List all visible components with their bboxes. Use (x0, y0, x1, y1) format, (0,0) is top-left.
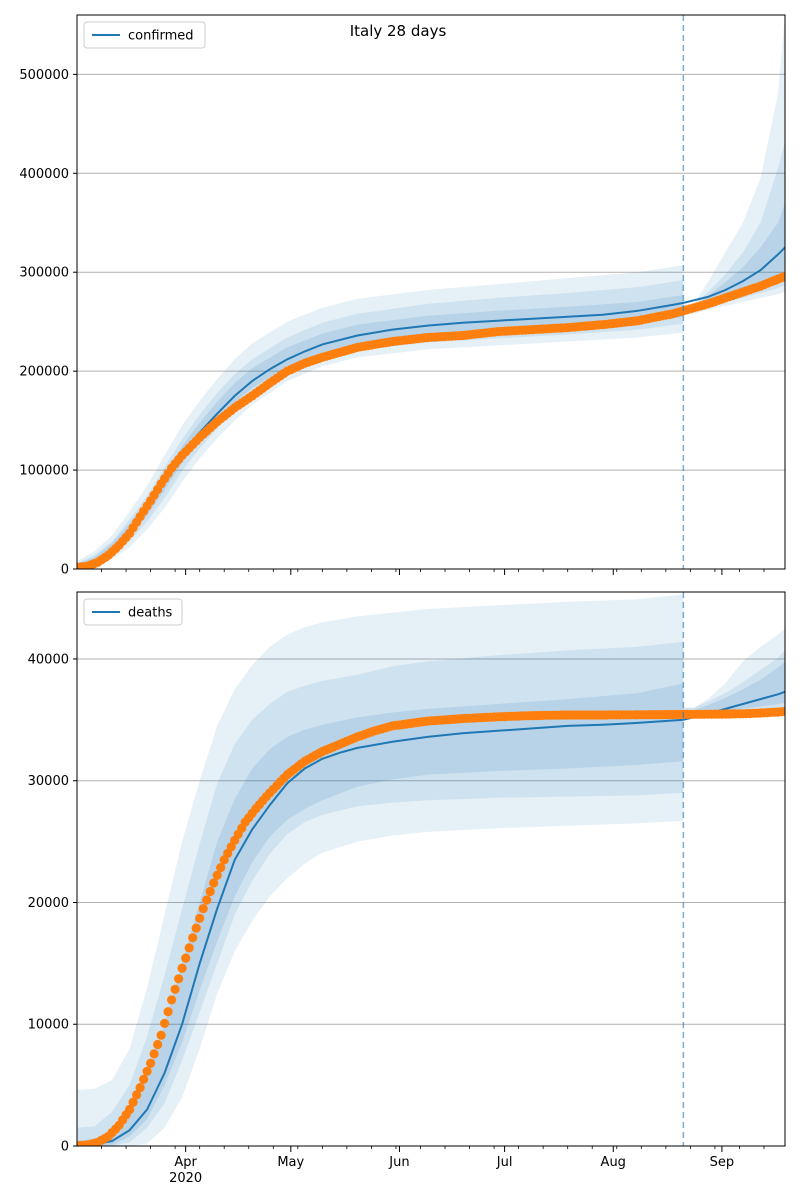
observed-series (77, 706, 785, 1146)
figure-title: Italy 28 days (350, 22, 447, 40)
confidence-band-middle (683, 141, 785, 311)
observed-point (125, 1104, 135, 1115)
x-tick-label: Apr (174, 1155, 197, 1170)
y-tick-label: 10000 (28, 1018, 69, 1033)
y-tick-label: 0 (61, 563, 69, 578)
confidence-band-outer (683, 628, 785, 718)
observed-point (142, 1066, 152, 1076)
observed-point (212, 870, 222, 880)
legend-box (83, 598, 183, 626)
y-tick-label: 400000 (19, 167, 69, 182)
observed-point (181, 953, 191, 963)
confidence-band-middle (77, 280, 684, 568)
y-tick-label: 100000 (19, 464, 69, 479)
x-tick-label: Sep (710, 1155, 735, 1170)
axes-frame (76, 591, 786, 1147)
confirmed-panel: 0 100000 200000 300000 400000 500000 confirmed (19, 14, 786, 578)
confidence-band-outer (77, 265, 684, 569)
y-tick-label: 30000 (28, 774, 69, 789)
y-tick-label: 500000 (19, 68, 69, 83)
observed-point (163, 1007, 173, 1017)
observed-point (188, 933, 198, 943)
observed-point (202, 895, 212, 905)
observed-point (198, 904, 208, 914)
observed-point (216, 863, 226, 873)
observed-point (780, 271, 785, 281)
legend: deaths (83, 598, 183, 626)
observed-point (205, 886, 215, 897)
observed-point (160, 1018, 170, 1028)
confidence-band-outer (683, 15, 785, 314)
x-tick-label: May (277, 1155, 304, 1170)
x-tick-label: Jun (388, 1155, 409, 1170)
observed-point (177, 963, 187, 973)
x-tick-sublabel: 2020 (169, 1171, 202, 1186)
y-tick-label: 200000 (19, 365, 69, 380)
axes-frame (76, 14, 786, 570)
confidence-band-outer (77, 594, 684, 1146)
legend-label: deaths (128, 606, 173, 621)
legend: confirmed (83, 21, 206, 49)
observed-point (780, 706, 785, 716)
observed-point (149, 1049, 159, 1059)
y-tick-label: 300000 (19, 266, 69, 281)
observed-point (135, 1083, 145, 1093)
observed-point (209, 878, 219, 888)
observed-point (128, 1097, 138, 1107)
observed-point (167, 995, 177, 1005)
legend-box (83, 21, 206, 49)
y-tick-label: 40000 (28, 652, 69, 667)
observed-point (139, 1074, 149, 1084)
plot-area (77, 15, 785, 569)
confidence-band-inner (683, 661, 785, 715)
observed-point (146, 1058, 156, 1068)
x-tick-label: Jul (496, 1155, 513, 1170)
y-tick-label: 20000 (28, 896, 69, 911)
observed-point (195, 913, 205, 923)
observed-series (77, 271, 785, 569)
observed-point (153, 1039, 163, 1050)
observed-point (184, 943, 194, 953)
x-tick-label: Aug (601, 1155, 626, 1170)
observed-point (156, 1030, 166, 1040)
observed-point (170, 984, 180, 994)
legend-label: confirmed (128, 29, 194, 44)
observed-point (174, 974, 184, 984)
plot-area (77, 594, 785, 1146)
confidence-band-middle (77, 641, 684, 1146)
y-tick-label: 0 (61, 1140, 69, 1155)
observed-point (132, 1090, 142, 1100)
observed-point (191, 923, 201, 933)
